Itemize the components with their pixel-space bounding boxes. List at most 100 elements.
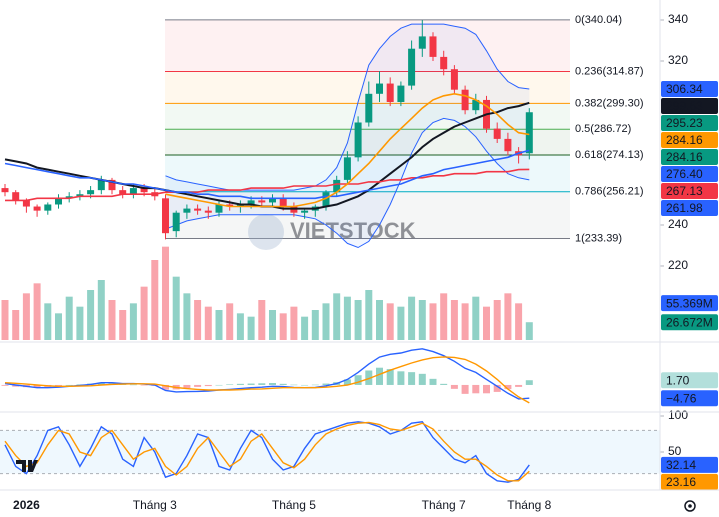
candle-body xyxy=(525,112,533,154)
histogram-bar xyxy=(440,383,448,385)
price-badge xyxy=(661,372,718,389)
histogram-bar xyxy=(301,384,309,386)
volume-bar xyxy=(408,296,416,340)
watermark-logo xyxy=(248,214,284,250)
price-badge-label: 295.23 xyxy=(666,116,703,130)
histogram-bar xyxy=(450,384,458,389)
volume-bar xyxy=(119,310,127,340)
candle-body xyxy=(140,188,148,193)
histogram-bar xyxy=(322,383,330,385)
volume-bar xyxy=(129,303,137,340)
volume-bar xyxy=(440,293,448,340)
histogram-bar xyxy=(515,384,523,387)
y-tick-label: 50 xyxy=(668,444,682,458)
candle-body xyxy=(322,192,330,207)
price-badge xyxy=(661,166,718,183)
histogram-bar xyxy=(12,384,20,387)
price-badge-label: 306.34 xyxy=(666,82,703,96)
volume-bar xyxy=(418,300,426,340)
volume-bar xyxy=(525,322,533,340)
histogram-bar xyxy=(162,384,169,390)
candle-body xyxy=(204,210,212,213)
candle-body xyxy=(269,198,276,203)
price-badge xyxy=(661,390,718,407)
histogram-bar xyxy=(140,384,148,386)
histogram-bar xyxy=(408,372,416,385)
candle-body xyxy=(418,36,426,49)
candle-body xyxy=(183,208,191,213)
price-badge xyxy=(661,132,718,149)
fib-label: 0.236(314.87) xyxy=(575,65,644,77)
volume-bar xyxy=(226,303,234,340)
volume-bar xyxy=(343,296,351,340)
fib-label: 0.786(256.21) xyxy=(575,186,644,198)
volume-bar xyxy=(269,310,276,340)
y-tick-label: 220 xyxy=(668,258,688,272)
volume-bar xyxy=(397,306,405,340)
candle-body xyxy=(440,56,448,70)
fib-zone xyxy=(165,129,570,156)
volume-bar xyxy=(22,293,30,340)
candle-body xyxy=(33,206,41,211)
volume-bar xyxy=(236,313,244,340)
price-badge-label: 1.70 xyxy=(666,373,690,387)
band-fill xyxy=(165,24,530,248)
histogram-bar xyxy=(33,384,41,388)
candle-body xyxy=(97,179,105,191)
histogram-bar xyxy=(279,383,287,385)
moving-average xyxy=(165,92,530,208)
volume-bar xyxy=(365,290,373,340)
indicator-line xyxy=(4,356,530,404)
watermark: VIETSTOCK xyxy=(290,218,416,243)
candle-body xyxy=(408,48,416,86)
volume-bar xyxy=(204,306,212,340)
histogram-bar xyxy=(429,378,437,385)
candle-body xyxy=(108,179,116,191)
volume-bar xyxy=(376,300,383,340)
price-badge xyxy=(661,98,718,115)
histogram-bar xyxy=(226,384,234,385)
volume-bar xyxy=(279,313,287,340)
settings-icon[interactable] xyxy=(684,500,696,512)
candle-body xyxy=(247,200,255,205)
indicator-line xyxy=(4,348,530,400)
fib-label: 0(340.04) xyxy=(575,14,622,26)
volume-bar xyxy=(258,300,266,340)
price-badge xyxy=(661,314,718,331)
volume-bar xyxy=(162,246,169,340)
volume-bar xyxy=(33,283,41,340)
candle-body xyxy=(226,204,234,207)
histogram-bar xyxy=(258,383,266,385)
histogram-bar xyxy=(215,384,223,386)
candle-body xyxy=(44,204,52,211)
histogram-bar xyxy=(204,384,212,387)
moving-average xyxy=(4,149,530,200)
band-fill xyxy=(0,430,660,474)
candle-body xyxy=(236,204,244,207)
histogram-bar xyxy=(472,384,480,394)
price-badge xyxy=(661,115,718,132)
price-badge xyxy=(661,456,718,473)
histogram-bar xyxy=(247,383,255,385)
histogram-bar xyxy=(386,369,394,385)
histogram-bar xyxy=(55,384,62,386)
fib-label: 0.382(299.30) xyxy=(575,97,644,109)
price-badge xyxy=(661,200,718,217)
candle-body xyxy=(172,212,180,232)
volume-bar xyxy=(333,293,341,340)
histogram-bar xyxy=(269,383,276,385)
candle-body xyxy=(343,157,351,180)
candle-body xyxy=(1,188,9,193)
histogram-bar xyxy=(343,379,351,385)
volume-bar xyxy=(76,306,84,340)
candle-body xyxy=(472,99,480,111)
volume-bar xyxy=(515,303,523,340)
candle-body xyxy=(365,93,373,123)
candle-body xyxy=(493,128,501,139)
histogram-bar xyxy=(129,384,137,386)
volume-bar xyxy=(493,300,501,340)
candle-body xyxy=(429,36,437,57)
y-tick-label: 240 xyxy=(668,217,688,231)
fib-label: 0.618(274.13) xyxy=(575,149,644,161)
